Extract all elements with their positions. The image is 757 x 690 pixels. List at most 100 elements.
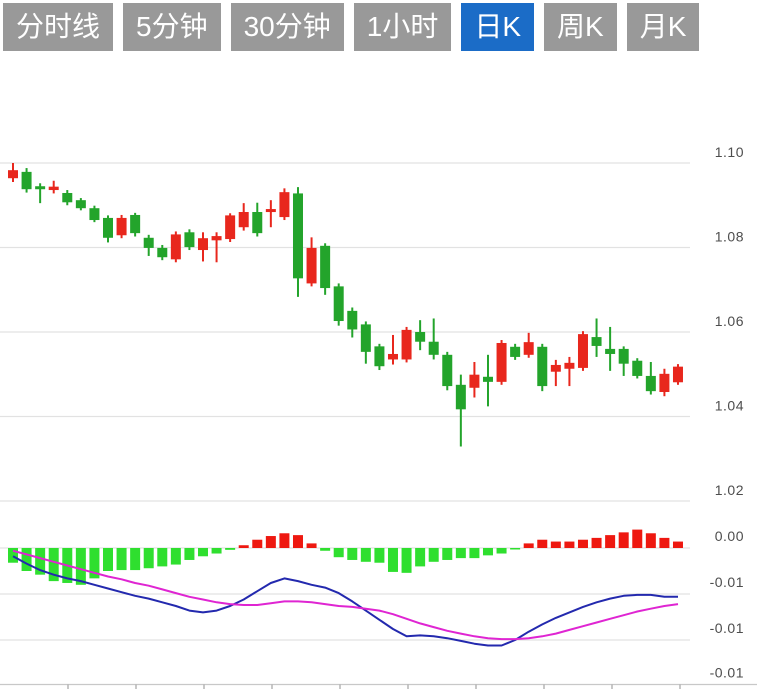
macd-tick-label: -0.01 — [710, 665, 744, 681]
candle-body — [428, 341, 439, 355]
macd-bar — [632, 529, 643, 548]
candle-body — [523, 342, 534, 355]
candle-body — [496, 342, 507, 382]
candle-body — [143, 237, 154, 248]
macd-bar — [320, 548, 331, 551]
macd-axis-labels: 0.00 -0.01 -0.01 -0.01 — [710, 528, 744, 681]
price-tick-label: 1.04 — [715, 398, 744, 414]
macd-bar — [225, 548, 236, 550]
candle-body — [21, 171, 32, 190]
candle-body — [292, 193, 303, 279]
candle-body — [455, 384, 466, 410]
candle-body — [482, 376, 493, 382]
macd-bar — [252, 539, 263, 548]
period-tab-3[interactable]: 30分钟 — [230, 3, 344, 51]
period-tab-2[interactable]: 5分钟 — [123, 3, 221, 51]
candle-body — [537, 346, 548, 387]
price-tick-label: 1.10 — [715, 144, 744, 160]
candle-body — [577, 334, 588, 368]
candle-body — [62, 192, 73, 203]
macd-bar — [469, 548, 480, 559]
candle-series — [8, 163, 683, 447]
macd-bar — [401, 548, 412, 573]
candle-body — [102, 217, 113, 238]
macd-bar — [89, 548, 100, 579]
candle-body — [225, 215, 236, 240]
price-tick-label: 1.02 — [715, 482, 744, 498]
price-tick-label: 1.06 — [715, 313, 744, 329]
candle-body — [184, 232, 195, 248]
macd-bar — [537, 539, 548, 548]
macd-bar — [211, 548, 222, 554]
macd-bar — [482, 548, 493, 556]
candle-body — [645, 375, 656, 392]
candle-body — [360, 324, 371, 352]
candle-body — [170, 234, 181, 260]
macd-bar — [442, 548, 453, 560]
candle-body — [564, 362, 575, 369]
macd-tick-label: -0.01 — [710, 574, 744, 590]
period-tab-7[interactable]: 月K — [626, 3, 700, 51]
price-tick-label: 1.08 — [715, 229, 744, 245]
macd-bar — [577, 539, 588, 548]
macd-bar — [21, 548, 32, 571]
candle-body — [672, 366, 683, 383]
period-tab-5[interactable]: 日K — [461, 3, 535, 51]
candle-body — [333, 286, 344, 322]
macd-histogram — [8, 529, 683, 585]
macd-bar — [157, 548, 168, 567]
macd-bar — [306, 543, 317, 548]
dif-line — [12, 555, 678, 647]
time-axis — [0, 683, 757, 689]
macd-bar — [197, 548, 208, 557]
candle-body — [130, 214, 141, 234]
candle-body — [659, 373, 670, 392]
candle-body — [8, 170, 18, 179]
candle-body — [306, 247, 317, 284]
macd-bar — [265, 536, 276, 548]
macd-bar — [455, 548, 466, 559]
macd-bar — [374, 548, 385, 563]
macd-bar — [238, 545, 249, 548]
candle-body — [632, 360, 643, 376]
candle-body — [510, 346, 521, 357]
candle-body — [89, 208, 100, 221]
macd-bar — [35, 548, 46, 575]
candle-body — [550, 364, 561, 372]
candle-body — [401, 329, 412, 360]
price-grid — [0, 162, 690, 502]
candle-body — [157, 247, 168, 258]
candle-body — [35, 186, 46, 190]
macd-bar — [415, 548, 426, 567]
macd-bar — [48, 548, 59, 582]
macd-tick-label: 0.00 — [715, 528, 744, 544]
macd-bar — [387, 548, 398, 572]
macd-bar — [279, 533, 290, 548]
candle-body — [347, 310, 358, 330]
candle-body — [320, 245, 331, 289]
macd-grid — [0, 547, 690, 641]
period-tab-4[interactable]: 1小时 — [353, 3, 452, 51]
period-tab-6[interactable]: 周K — [544, 3, 617, 51]
macd-bar — [360, 548, 371, 562]
candle-body — [116, 217, 127, 236]
candle-body — [591, 337, 602, 346]
candle-body — [605, 348, 616, 354]
macd-bar — [347, 548, 358, 560]
period-tab-1[interactable]: 分时线 — [3, 3, 114, 51]
candle-body — [442, 354, 453, 387]
macd-bar — [564, 541, 575, 548]
macd-bar — [645, 533, 656, 548]
macd-bar — [618, 532, 629, 548]
macd-bar — [8, 548, 18, 563]
candle-body — [252, 212, 263, 234]
candle-body — [197, 238, 208, 251]
macd-bar — [130, 548, 141, 571]
candle-body — [387, 353, 398, 360]
candle-body — [238, 212, 249, 228]
macd-bar — [333, 548, 344, 558]
dea-line — [12, 549, 679, 641]
candle-body — [48, 186, 59, 191]
